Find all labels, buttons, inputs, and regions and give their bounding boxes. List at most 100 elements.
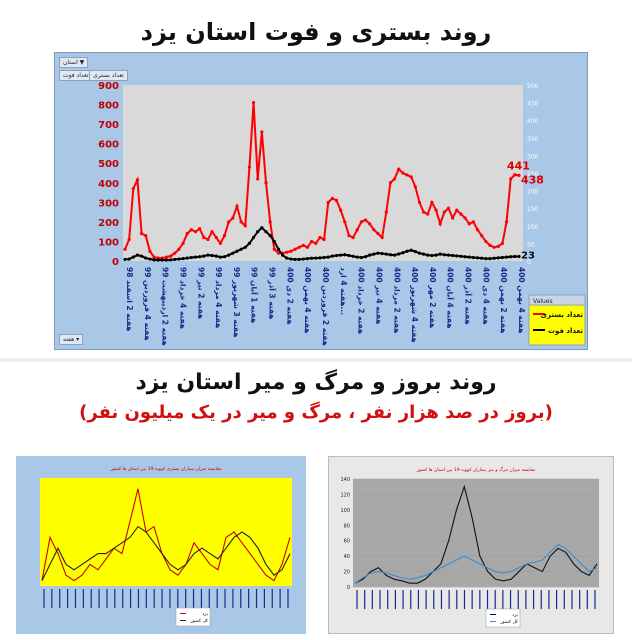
data-point [305,245,310,249]
data-point [297,257,301,262]
y-left-tick-label: 300 [98,198,119,209]
y-left-tick-label: 700 [98,120,119,131]
data-point [384,252,388,256]
data-point [434,253,438,257]
x-tick-label: هفته 2 خرداد 400 [357,267,366,334]
data-point [417,251,422,255]
data-point [376,251,380,255]
data-point [446,206,451,210]
data-point [388,253,393,257]
data-point [276,247,281,251]
data-point [123,247,127,251]
x-tick-label: هفته 2 تیر 99 [196,267,205,319]
thumb-legend-entry: کل کشور [499,619,518,625]
x-tick-label: هفته 2 دی 400 [285,267,294,325]
data-point [426,212,430,216]
data-point [467,222,471,226]
legend: Values تعداد بستری تعداد فوت [528,294,586,346]
data-point [268,233,272,238]
data-point [442,253,446,257]
data-point [139,232,144,236]
y-right-tick-label: 250 [527,171,539,178]
x-tick-label: هفته 4 شهریور 400 [410,267,419,343]
data-point [301,257,305,261]
data-point [297,245,301,249]
data-point [272,247,276,251]
data-point [368,222,372,226]
data-point [281,253,285,257]
data-point [189,228,193,232]
data-point [181,257,185,261]
data-point [405,249,409,253]
filter-icon: ▼ [79,59,85,66]
data-point [459,212,463,216]
data-point [517,254,521,259]
data-point [451,253,455,258]
data-label: 438 [521,173,544,186]
y-right-tick-label: 200 [527,189,539,196]
data-point [131,187,135,191]
y-left-tick-label: 200 [98,218,119,229]
province-filter-button[interactable]: ▼ استان [59,57,89,68]
y-left-tick-label: 500 [98,159,119,170]
data-point [198,227,202,231]
thumb-chart-title: مقایسه میزان مرگ و میر بیماران کووید-19 … [416,467,536,473]
data-point [430,200,434,204]
data-point [488,243,492,247]
data-point [372,228,376,232]
data-point [434,208,438,212]
x-tick-label: هفته 2 اسفند 98 [125,267,134,331]
data-point [318,235,322,240]
data-point [123,257,127,262]
data-point [227,220,231,224]
data-point [239,247,243,251]
data-point [339,208,343,212]
data-point [380,251,384,256]
tab-death-count[interactable]: تعداد فوت [59,70,93,81]
data-point [256,177,260,181]
thumb-y-tick-label: 0 [347,585,350,591]
data-point [177,247,181,251]
data-point [322,255,326,260]
data-point [185,232,189,236]
data-point [251,235,256,240]
data-point [409,248,413,252]
x-tick-label: هفته 3 آذر 99 [268,267,278,319]
data-point [455,208,459,212]
thumb-y-tick-label: 40 [344,554,350,560]
data-point [417,200,422,204]
tab-hosp-count[interactable]: تعداد بستری [89,70,128,81]
data-point [202,254,206,258]
data-point [430,253,434,258]
x-tick-label: هفته 4 تیر 400 [374,267,383,324]
data-point [264,230,268,234]
x-tick-label: هفته 4 مرداد 99 [214,267,223,328]
data-point [189,255,193,260]
data-point [368,253,372,257]
data-point [426,253,430,257]
data-point [330,196,334,201]
data-point [177,257,181,261]
data-point [214,254,218,258]
thumb-legend-entry: یزد [202,612,208,617]
data-point [144,256,148,260]
data-point [131,255,135,259]
data-point [343,220,347,224]
data-point [152,255,156,259]
thumb-y-tick-label: 80 [344,523,350,529]
hospitalization-death-chart: 0 100 200 300 400 500 600 700 800 900 0 50 100 150 200… [98,81,586,346]
data-point [504,255,509,259]
thumb-series-line [41,525,291,581]
data-point [247,165,252,169]
data-point [363,255,368,259]
data-point [480,233,484,238]
data-point [500,241,505,245]
data-point [467,255,471,259]
data-point [413,185,417,189]
x-tick-label: هفته 4 بهمن 400 [517,267,526,333]
y-left-tick-label: 400 [98,179,119,190]
week-filter-button[interactable]: ▾ هفته [59,334,84,345]
x-tick-label: هفته 1 آبان 99 [250,267,260,323]
data-point [164,255,169,259]
data-point [339,253,343,257]
